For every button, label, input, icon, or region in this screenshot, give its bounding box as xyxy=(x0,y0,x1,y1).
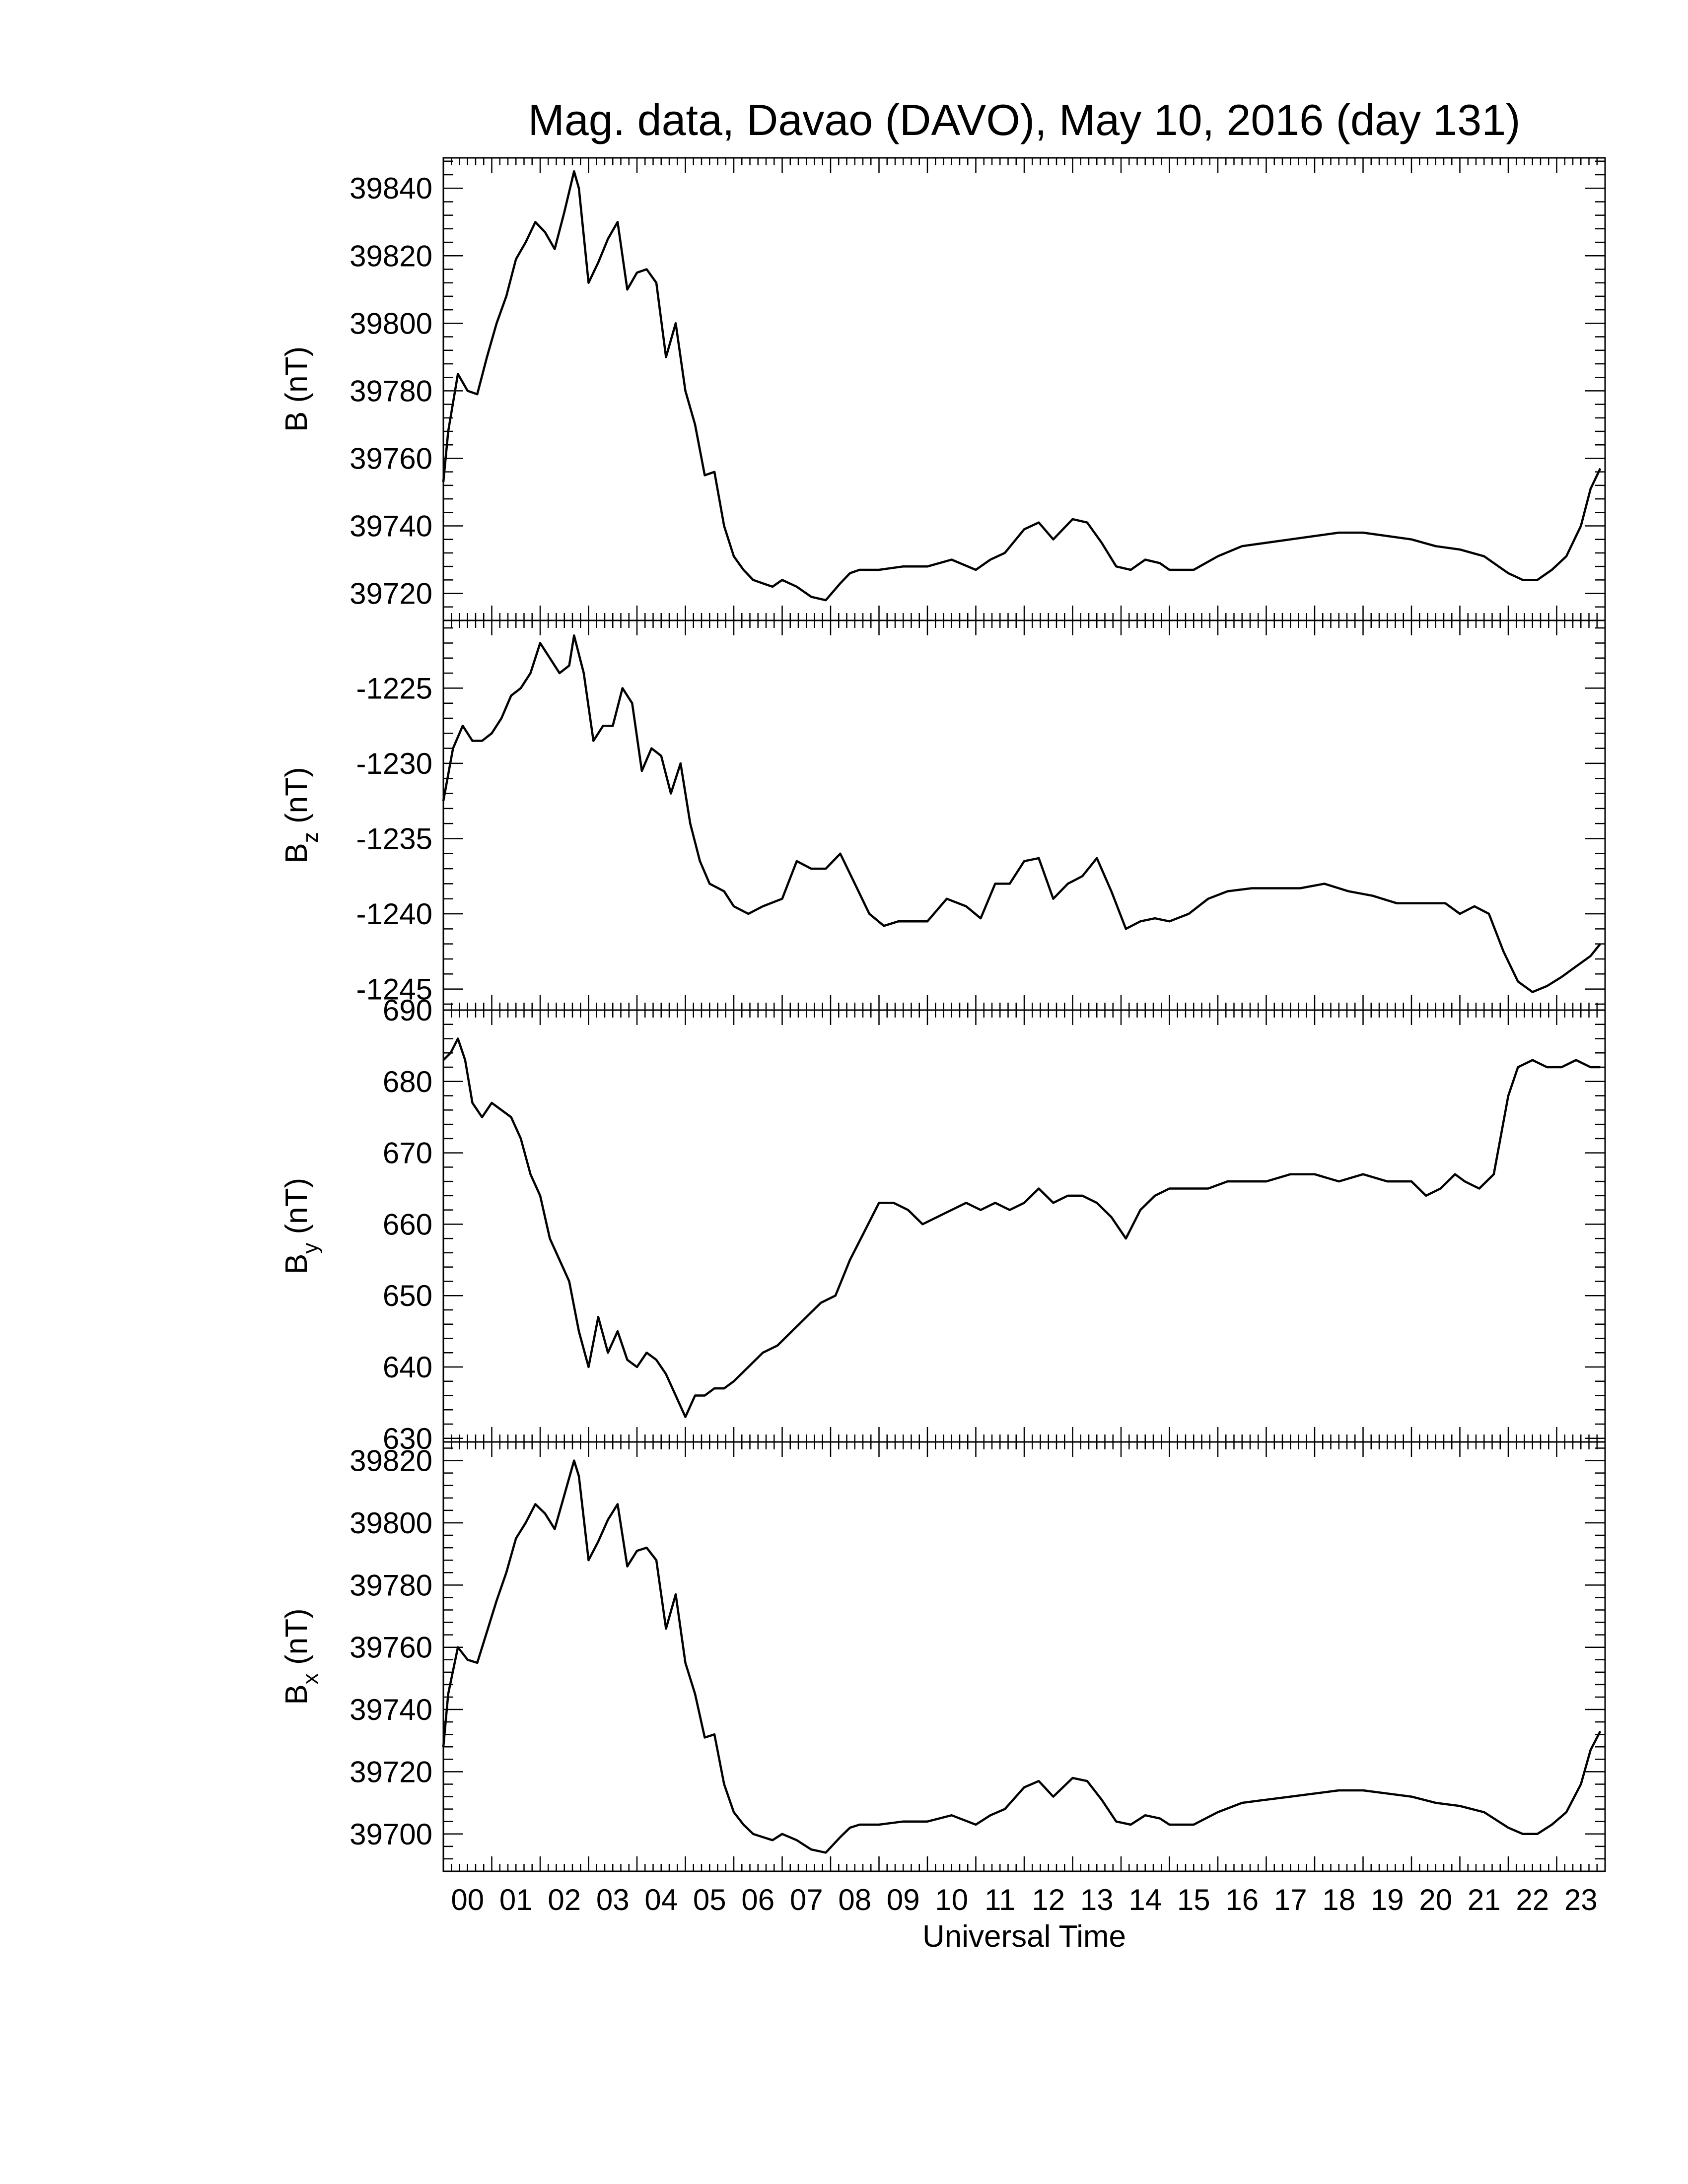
y-tick-label: 39740 xyxy=(350,510,432,543)
y-tick-label: 39700 xyxy=(350,1818,432,1851)
x-tick-label: 17 xyxy=(1274,1883,1307,1916)
y-axis-label: Bz (nT) xyxy=(280,767,323,863)
x-tick-label: 05 xyxy=(693,1883,726,1916)
x-tick-label: 23 xyxy=(1564,1883,1598,1916)
y-tick-label: 39740 xyxy=(350,1693,432,1726)
y-tick-label: 39820 xyxy=(350,239,432,273)
x-tick-label: 00 xyxy=(451,1883,484,1916)
y-tick-label: 680 xyxy=(383,1065,432,1098)
y-tick-label: -1235 xyxy=(356,822,432,855)
x-tick-label: 04 xyxy=(644,1883,678,1916)
x-tick-label: 03 xyxy=(596,1883,630,1916)
y-axis-label: By (nT) xyxy=(280,1178,323,1274)
y-tick-label: 630 xyxy=(383,1422,432,1455)
x-tick-label: 15 xyxy=(1177,1883,1210,1916)
x-tick-label: 08 xyxy=(838,1883,871,1916)
y-axis-label-unit: (nT) xyxy=(280,767,314,832)
y-tick-label: 640 xyxy=(383,1351,432,1384)
y-tick-label: 39760 xyxy=(350,442,432,475)
panel-Bz: -1245 -1240 -1235 -1230 -1225 Bz (nT) xyxy=(280,619,1606,1011)
y-tick-label: 39780 xyxy=(350,1569,432,1602)
series-line-Bx xyxy=(442,1459,1602,1854)
y-axis-label-main: B xyxy=(280,843,314,863)
series-line-By xyxy=(442,1037,1601,1418)
x-tick-label: 14 xyxy=(1128,1883,1162,1916)
x-tick-label: 11 xyxy=(985,1883,1015,1916)
x-axis-label: Universal Time xyxy=(922,1919,1126,1954)
x-tick-label: 02 xyxy=(548,1883,581,1916)
panel-Bx: 39700 39720 39740 39760 39780 39800 39820 Bx (n… xyxy=(280,1441,1606,1872)
panel-frame xyxy=(442,619,1606,1011)
x-tick-label: 13 xyxy=(1080,1883,1114,1916)
y-axis-label-main: B xyxy=(280,1684,314,1705)
x-tick-label: 22 xyxy=(1516,1883,1549,1916)
y-axis-label: B (nT) xyxy=(280,346,314,432)
x-tick-label: 07 xyxy=(790,1883,823,1916)
x-tick-label: 19 xyxy=(1371,1883,1404,1916)
x-tick-label: 18 xyxy=(1322,1883,1355,1916)
chart-title: Mag. data, Davao (DAVO), May 10, 2016 (d… xyxy=(528,95,1521,144)
chart-panels: 39720 39740 39760 39780 39800 39820 39840 B (nT… xyxy=(280,157,1606,1872)
y-axis-label-subscript: z xyxy=(298,832,323,843)
panel-B: 39720 39740 39760 39780 39800 39820 39840 B (nT… xyxy=(280,157,1606,621)
y-tick-label: 670 xyxy=(383,1137,432,1170)
y-tick-label: 39820 xyxy=(350,1444,432,1478)
x-tick-label: 01 xyxy=(499,1883,533,1916)
panel-By: 630 640 650 660 670 680 690 By (nT) xyxy=(280,994,1606,1455)
x-tick-label: 09 xyxy=(887,1883,920,1916)
y-tick-label: 650 xyxy=(383,1279,432,1312)
y-tick-label: 660 xyxy=(383,1208,432,1241)
series-line-B xyxy=(442,170,1602,602)
y-tick-label: 39720 xyxy=(350,577,432,611)
y-axis-label: Bx (nT) xyxy=(280,1608,323,1705)
y-axis-label-unit: (nT) xyxy=(280,346,314,411)
y-axis-label-unit: (nT) xyxy=(280,1178,314,1243)
y-tick-label: 39800 xyxy=(350,1506,432,1540)
y-tick-label: 39840 xyxy=(350,172,432,205)
y-tick-label: -1225 xyxy=(356,672,432,705)
panel-frame xyxy=(442,1009,1606,1443)
y-axis-label-main: B xyxy=(280,1254,314,1274)
y-tick-label: 690 xyxy=(383,994,432,1027)
x-tick-label: 21 xyxy=(1468,1883,1501,1916)
y-axis-label-subscript: y xyxy=(298,1243,323,1254)
x-tick-labels: 00 01 02 03 04 05 06 07 08 09 10 11 12 13 14 15 16 17 18 19… xyxy=(451,1883,1597,1916)
y-tick-label: 39760 xyxy=(350,1631,432,1664)
y-tick-label: 39780 xyxy=(350,374,432,408)
y-tick-label: 39800 xyxy=(350,307,432,340)
y-tick-label: -1240 xyxy=(356,897,432,931)
x-tick-label: 16 xyxy=(1225,1883,1259,1916)
y-tick-label: -1245 xyxy=(356,973,432,1006)
x-tick-label: 06 xyxy=(741,1883,774,1916)
y-tick-label: -1230 xyxy=(356,747,432,780)
y-axis-label-subscript: x xyxy=(298,1673,323,1684)
x-tick-label: 20 xyxy=(1419,1883,1452,1916)
x-tick-label: 10 xyxy=(935,1883,968,1916)
x-tick-label: 12 xyxy=(1032,1883,1065,1916)
series-line-Bz xyxy=(442,634,1602,993)
y-tick-label: 39720 xyxy=(350,1755,432,1788)
y-axis-label-unit: (nT) xyxy=(280,1608,314,1673)
y-axis-label-main: B xyxy=(280,411,314,432)
